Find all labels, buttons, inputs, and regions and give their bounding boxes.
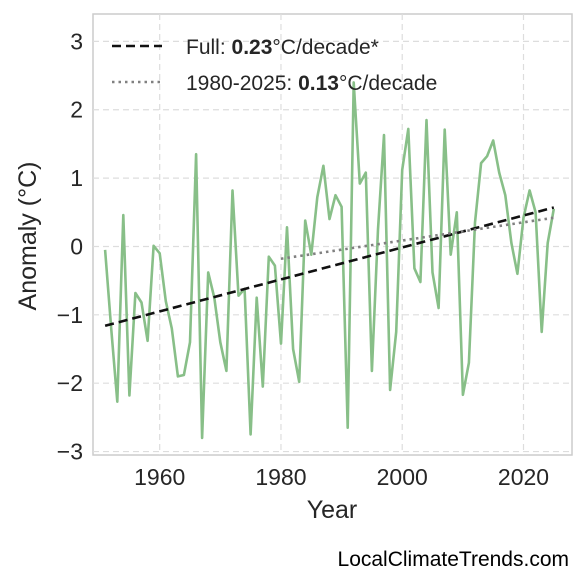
x-tick-label: 2000 bbox=[377, 464, 428, 490]
x-tick-label: 2020 bbox=[498, 464, 549, 490]
y-tick-label: −3 bbox=[57, 439, 83, 465]
legend-full-prefix: Full: bbox=[186, 36, 232, 59]
y-tick-label: 2 bbox=[70, 97, 83, 123]
y-tick-label: 3 bbox=[70, 28, 83, 54]
plot-background bbox=[92, 13, 573, 456]
legend-label-recent: 1980-2025: 0.13°C/decade bbox=[186, 72, 437, 95]
anomaly-series-line bbox=[103, 81, 556, 440]
y-tick-label: 0 bbox=[70, 233, 83, 259]
trend-line-recent bbox=[280, 216, 555, 261]
legend-recent-value: 0.13 bbox=[298, 72, 339, 95]
legend-recent-suffix: °C/decade bbox=[339, 72, 437, 95]
x-tick-label: 1960 bbox=[134, 464, 185, 490]
trend-layer bbox=[104, 206, 555, 328]
x-axis-label: Year bbox=[307, 496, 358, 524]
x-tick-labels: 1960 1980 2000 2020 bbox=[134, 464, 549, 490]
grid-lines bbox=[93, 14, 572, 455]
x-tick-label: 1980 bbox=[255, 464, 306, 490]
y-tick-label: −1 bbox=[57, 302, 83, 328]
y-axis-label: Anomaly (°C) bbox=[14, 162, 42, 311]
legend-recent-prefix: 1980-2025: bbox=[186, 72, 298, 95]
y-tick-labels: 3 2 1 0 −1 −2 −3 bbox=[57, 28, 83, 464]
trend-line-full bbox=[104, 206, 555, 328]
legend-label-full: Full: 0.23°C/decade* bbox=[186, 36, 379, 59]
y-tick-label: 1 bbox=[70, 165, 83, 191]
legend-full-suffix: °C/decade* bbox=[272, 36, 378, 59]
legend: Full: 0.23°C/decade* 1980-2025: 0.13°C/d… bbox=[112, 36, 437, 95]
y-tick-label: −2 bbox=[57, 370, 83, 396]
credit-text: LocalClimateTrends.com bbox=[337, 548, 569, 571]
legend-full-value: 0.23 bbox=[232, 36, 273, 59]
series-layer bbox=[103, 81, 556, 440]
